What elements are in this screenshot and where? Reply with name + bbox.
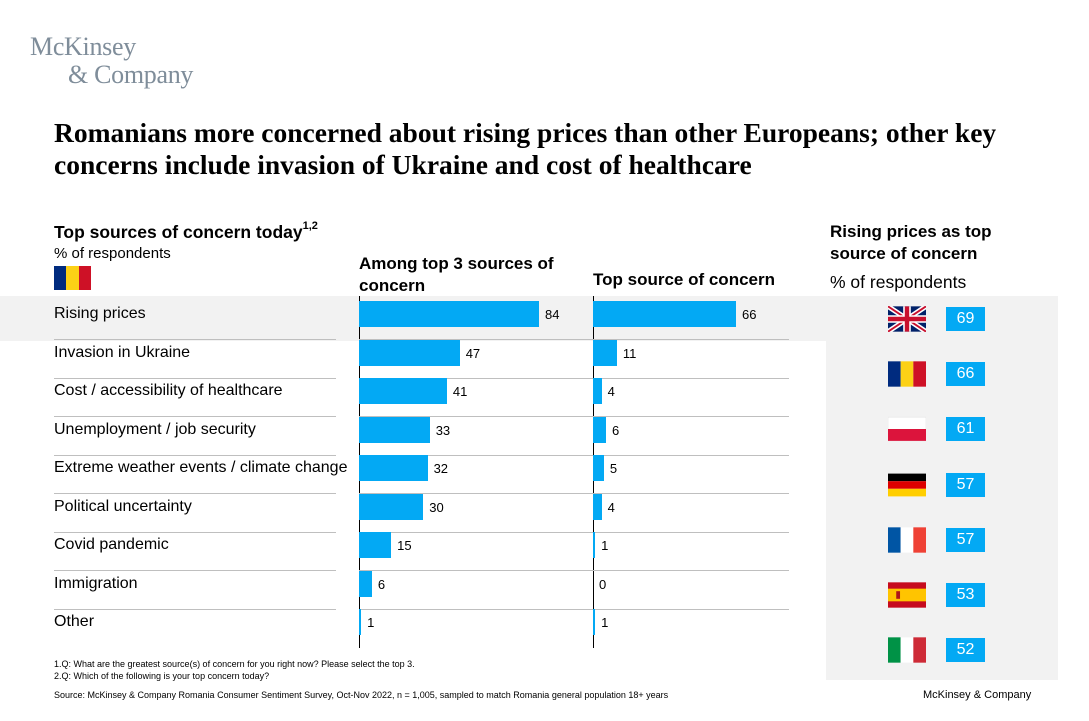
logo-line-2: & Company — [68, 60, 194, 89]
chart-1-data-label: 41 — [452, 384, 468, 399]
footnote-1: 1.Q: What are the greatest source(s) of … — [54, 659, 415, 669]
row-label: Rising prices — [54, 305, 146, 322]
uk-flag-icon — [886, 304, 928, 334]
chart-1-bar — [359, 301, 539, 327]
chart-1-bar — [359, 570, 372, 597]
chart-1-data-label: 47 — [465, 345, 481, 361]
chart-2-bar — [593, 493, 602, 520]
left-header-title: Top sources of concern today1,2 — [54, 220, 318, 243]
chart-2-data-label: 1 — [601, 615, 609, 630]
chart-1-title: Among top 3 sources of concern — [359, 254, 554, 295]
row-separator — [54, 531, 336, 533]
right-panel-title: Rising prices as top source of concern — [830, 222, 992, 263]
chart-2-bar — [593, 532, 596, 558]
chart-2-data-label: 11 — [622, 345, 637, 361]
chart-1-data-label: 32 — [433, 461, 449, 476]
row-label: Political uncertainty — [54, 497, 192, 515]
row-separator — [54, 493, 336, 494]
spain-flag-icon — [888, 582, 926, 608]
row-separator — [54, 377, 336, 379]
germany-flag-icon — [888, 472, 926, 498]
chart-1-data-label: 30 — [429, 499, 444, 515]
country-value-badge: 57 — [946, 527, 985, 552]
chart-1-bar — [359, 339, 460, 366]
page-title: Romanians more concerned about rising pr… — [54, 117, 997, 180]
footnote-2: 2.Q: Which of the following is your top … — [54, 671, 270, 681]
chart-2-data-label: 1 — [601, 538, 609, 553]
chart-1-bar — [359, 532, 392, 558]
chart-2-bar — [593, 339, 617, 366]
row-label: Extreme weather events / climate change — [54, 459, 348, 476]
row-label: Invasion in Ukraine — [54, 343, 191, 361]
chart-2-bar — [593, 455, 604, 481]
chart-2-bar — [593, 609, 596, 635]
right-panel-background — [826, 296, 1058, 680]
row-label: Unemployment / job security — [54, 420, 256, 438]
chart-1-data-label: 15 — [397, 538, 412, 553]
row-separator — [359, 377, 789, 379]
row-separator — [359, 608, 789, 610]
italy-flag-icon — [888, 637, 926, 663]
country-value-badge: 52 — [946, 638, 985, 663]
source-note: Source: McKinsey & Company Romania Consu… — [54, 690, 669, 700]
chart-2-data-label: 6 — [612, 422, 620, 438]
country-value-badge: 69 — [946, 307, 985, 331]
chart-2-data-label: 4 — [607, 384, 615, 399]
chart-1-data-label: 33 — [435, 422, 451, 438]
row-separator — [359, 531, 789, 533]
poland-flag-icon — [887, 416, 927, 442]
france-flag-icon — [888, 527, 926, 553]
country-value-badge: 66 — [946, 362, 985, 387]
row-label: Other — [54, 613, 95, 630]
chart-1-data-label: 1 — [367, 615, 375, 630]
chart-1-bar — [359, 378, 447, 404]
row-separator — [359, 454, 789, 456]
row-label: Covid pandemic — [54, 536, 169, 553]
country-value-badge: 57 — [946, 472, 985, 497]
chart-2-bar — [593, 301, 736, 327]
row-separator — [359, 570, 789, 571]
chart-2-data-label: 5 — [609, 461, 618, 476]
mckinsey-logo: McKinsey & Company — [30, 33, 193, 89]
right-panel-subtitle: % of respondents — [830, 272, 967, 292]
row-separator — [359, 416, 789, 417]
chart-1-bar — [359, 455, 428, 481]
chart-2-title: Top source of concern — [593, 270, 775, 289]
logo-line-1: McKinsey — [30, 32, 136, 61]
chart-1-bar — [359, 609, 362, 635]
row-label: Cost / accessibility of healthcare — [54, 382, 283, 399]
chart-2-bar — [593, 416, 606, 443]
row-separator — [359, 339, 789, 340]
chart-2-data-label: 0 — [599, 576, 607, 592]
row-label: Immigration — [54, 574, 138, 592]
left-header-subtitle: % of respondents — [54, 245, 171, 262]
chart-1-data-label: 84 — [545, 307, 560, 322]
romania-flag-icon — [54, 266, 91, 290]
left-header-footnote-ref: 1,2 — [302, 220, 318, 232]
left-header-title-text: Top sources of concern today — [54, 222, 303, 242]
chart-1-data-label: 6 — [377, 576, 386, 592]
country-value-badge: 53 — [946, 583, 985, 607]
chart-2-data-label: 4 — [607, 499, 615, 515]
brand-footer: McKinsey & Company — [923, 689, 1032, 701]
row-separator — [54, 570, 336, 571]
chart-2-bar — [593, 378, 602, 404]
romania-flag-icon — [888, 361, 926, 387]
row-separator — [359, 493, 789, 494]
row-separator — [54, 608, 336, 610]
row-separator — [54, 454, 336, 456]
row-separator — [54, 416, 336, 417]
chart-1-bar — [359, 493, 424, 520]
chart-1-bar — [359, 416, 430, 443]
row-separator — [54, 339, 336, 340]
country-value-badge: 61 — [946, 417, 985, 442]
chart-2-data-label: 66 — [742, 307, 757, 322]
